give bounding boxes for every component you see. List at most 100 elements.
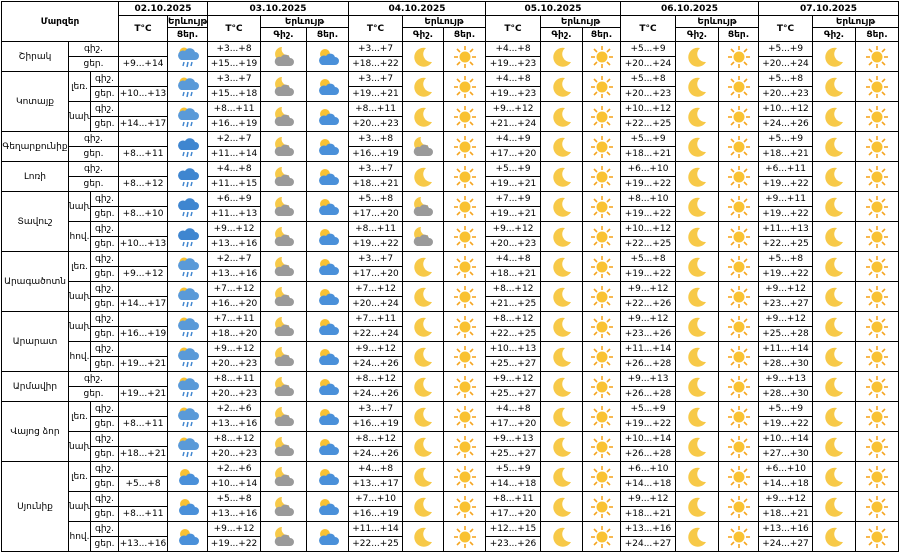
weather-icon-cell bbox=[718, 41, 759, 72]
weather-icon-cell bbox=[167, 521, 208, 552]
weather-symbol bbox=[414, 527, 432, 547]
weather-icon bbox=[274, 136, 294, 156]
temp-cell: +26...+28 bbox=[620, 356, 676, 372]
weather-symbol bbox=[589, 164, 614, 189]
weather-icon-cell bbox=[306, 221, 349, 252]
weather-icon-cell bbox=[167, 491, 208, 522]
weather-symbol bbox=[865, 494, 889, 519]
table-row: ցեր. +13...+16 +19...+22 +22...+25 +23...+26… bbox=[2, 536, 899, 552]
weather-icon bbox=[688, 287, 706, 307]
temp-cell: +7...+12 bbox=[207, 281, 261, 297]
weather-icon-cell bbox=[306, 371, 349, 402]
temp-cell: +11...+14 bbox=[207, 146, 261, 162]
weather-symbol bbox=[552, 377, 571, 397]
weather-symbol bbox=[688, 497, 706, 517]
weather-icon-cell bbox=[718, 401, 759, 432]
weather-icon-cell bbox=[855, 71, 899, 102]
weather-icon-cell bbox=[582, 71, 621, 102]
weather-icon-cell bbox=[306, 191, 349, 222]
weather-icon-cell bbox=[675, 521, 719, 552]
temp-cell: +6...+10 bbox=[620, 461, 676, 477]
weather-icon bbox=[274, 526, 294, 546]
weather-icon-cell bbox=[540, 341, 583, 372]
weather-icon-cell bbox=[306, 41, 349, 72]
weather-icon bbox=[176, 196, 200, 218]
weather-icon bbox=[176, 226, 200, 248]
weather-icon bbox=[589, 224, 614, 249]
temp-cell: +5...+8 bbox=[758, 251, 813, 267]
weather-icon-cell bbox=[582, 131, 621, 162]
weather-symbol bbox=[413, 226, 433, 246]
weather-icon-cell bbox=[540, 221, 583, 252]
weather-icon bbox=[274, 46, 294, 66]
table-row: Կոտայք լեռ. գիշ. +3...+7 +3...+7 +4...+8 +5...… bbox=[1, 71, 899, 132]
time-label: գիշ. bbox=[90, 281, 119, 297]
weather-icon bbox=[414, 287, 432, 307]
weather-icon-cell bbox=[812, 101, 856, 132]
weather-symbol bbox=[176, 226, 200, 248]
weather-symbol bbox=[688, 347, 706, 367]
weather-symbol bbox=[865, 344, 889, 369]
weather-icon bbox=[865, 434, 889, 459]
weather-icon-cell bbox=[540, 401, 583, 432]
weather-symbol bbox=[318, 108, 339, 125]
weather-icon bbox=[552, 497, 571, 517]
temp-cell: +11...+14 bbox=[758, 341, 813, 357]
weather-symbol bbox=[688, 107, 706, 127]
weather-symbol bbox=[726, 104, 751, 129]
temp-cell bbox=[118, 491, 168, 507]
weather-symbol bbox=[318, 138, 339, 155]
region-name: Արարատ bbox=[1, 311, 69, 372]
temp-cell: +10...+14 bbox=[207, 476, 261, 492]
weather-icon bbox=[176, 436, 200, 458]
weather-icon bbox=[414, 467, 432, 487]
table-row: ցեր. +9...+12 +13...+16 +17...+20 +18...+21 +… bbox=[2, 266, 899, 282]
weather-icon bbox=[865, 134, 889, 159]
weather-symbol bbox=[452, 344, 477, 369]
temp-cell: +5...+9 bbox=[620, 41, 676, 57]
weather-icon-cell bbox=[718, 191, 759, 222]
date-header: 02.10.2025 bbox=[118, 1, 208, 16]
temp-cell: +3...+7 bbox=[207, 71, 261, 87]
table-row: ցեր. +16...+19 +18...+20 +22...+24 +22...+25… bbox=[2, 326, 899, 342]
temp-header: T°C bbox=[485, 15, 541, 42]
weather-symbol bbox=[414, 167, 432, 187]
temp-cell: +20...+24 bbox=[348, 296, 403, 312]
temp-cell: +28...+30 bbox=[758, 356, 813, 372]
weather-symbol bbox=[726, 164, 751, 189]
temp-cell: +19...+22 bbox=[758, 206, 813, 222]
temp-cell: +24...+26 bbox=[348, 386, 403, 402]
night-header: Գիշ. bbox=[260, 27, 307, 42]
day-header: Ցեր. bbox=[167, 27, 208, 42]
temp-cell bbox=[118, 41, 168, 57]
weather-icon-cell bbox=[582, 341, 621, 372]
weather-symbol bbox=[274, 436, 294, 456]
weather-symbol bbox=[414, 467, 432, 487]
weather-symbol bbox=[318, 528, 339, 545]
temp-cell: +17...+20 bbox=[485, 146, 541, 162]
weather-symbol bbox=[726, 134, 751, 159]
weather-icon-cell bbox=[718, 311, 759, 342]
temp-cell: +10...+12 bbox=[620, 101, 676, 117]
weather-icon bbox=[825, 77, 843, 97]
weather-icon-cell bbox=[855, 461, 899, 492]
region-name: Արագածոտն bbox=[1, 251, 69, 312]
table-row: ցեր. +18...+21 +20...+23 +24...+26 +25...+27… bbox=[2, 446, 899, 462]
weather-icon-cell bbox=[718, 161, 759, 192]
weather-symbol bbox=[552, 407, 571, 427]
time-label: գիշ. bbox=[90, 251, 119, 267]
temp-cell: +25...+27 bbox=[485, 386, 541, 402]
weather-icon bbox=[414, 257, 432, 277]
temp-cell: +5...+9 bbox=[758, 41, 813, 57]
weather-symbol bbox=[865, 254, 889, 279]
weather-symbol bbox=[176, 376, 200, 398]
temp-cell: +9...+12 bbox=[758, 281, 813, 297]
table-row: նախ.գիշ.+5...+8+7...+10+8...+11+9...+12+… bbox=[2, 491, 899, 522]
temp-header: T°C bbox=[118, 15, 168, 42]
temp-cell: +18...+21 bbox=[485, 266, 541, 282]
weather-icon bbox=[865, 464, 889, 489]
weather-icon-cell bbox=[812, 521, 856, 552]
temp-cell: +3...+8 bbox=[348, 131, 403, 147]
weather-icon-cell bbox=[675, 101, 719, 132]
temp-cell: +5...+9 bbox=[485, 461, 541, 477]
